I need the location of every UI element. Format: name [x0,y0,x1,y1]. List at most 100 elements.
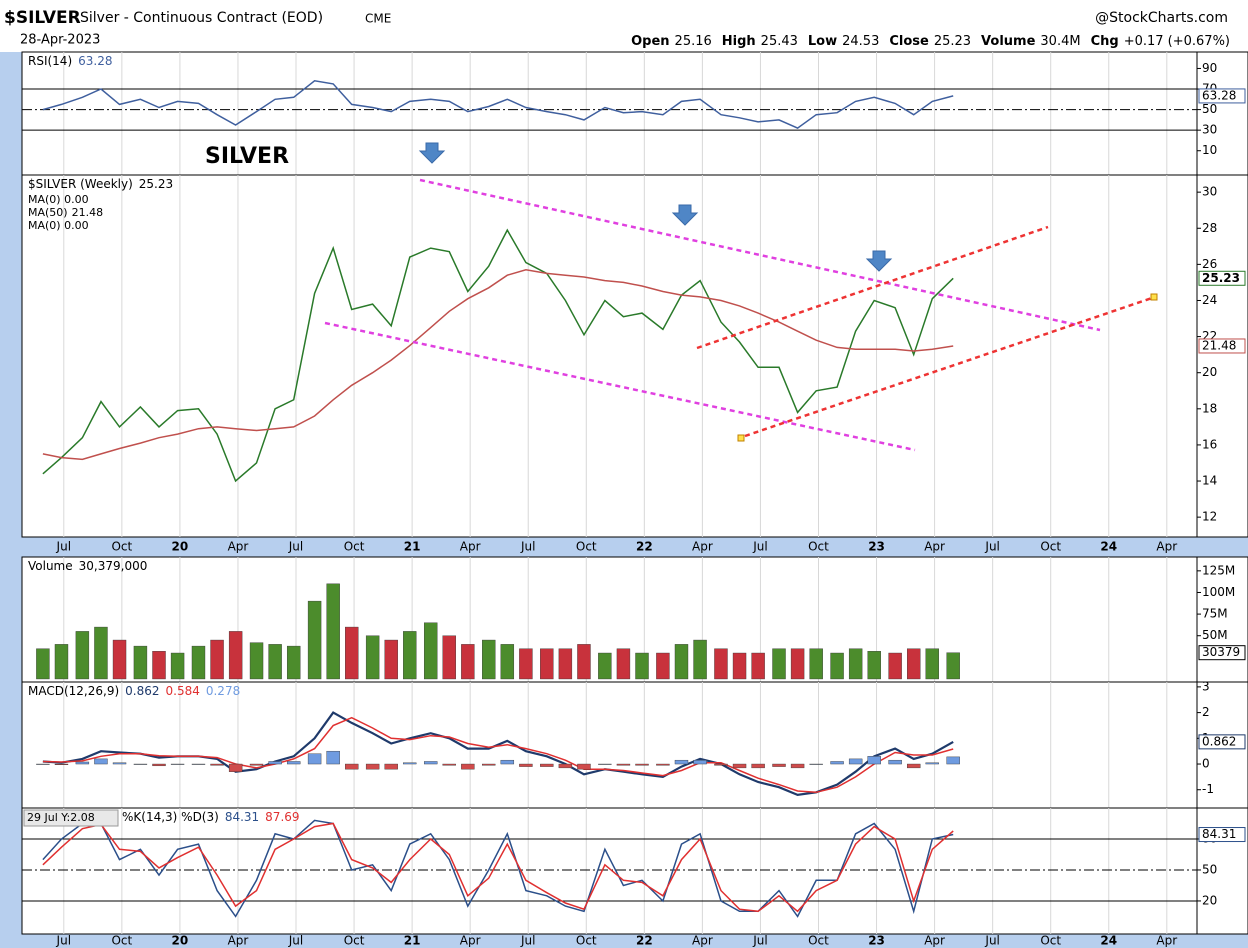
quote-value: 25.23 [934,34,971,49]
x-tick-label: Oct [1040,540,1061,554]
x-tick-label: Oct [344,934,365,948]
y-tick-label: 18 [1202,401,1217,415]
trend-line [419,178,1101,332]
y-tick-label: 3 [1202,679,1210,693]
bar [94,758,108,765]
series-line [42,716,954,794]
bar [809,648,823,680]
bar [848,758,863,765]
bar [442,763,456,766]
bar [210,763,224,766]
bar [946,756,960,765]
legend-value: 87.69 [265,810,299,824]
price-marker-label: 30379 [1202,645,1240,659]
bar [790,648,805,680]
bar [75,631,90,680]
panel [21,807,1198,935]
legend-value: 25.23 [139,177,173,191]
bar [732,652,747,680]
y-tick-label: 24 [1202,293,1217,307]
price-marker-label: 21.48 [1202,338,1236,352]
axis-area [1196,174,1248,538]
trend-line [696,225,1049,350]
legend-title: $SILVER (Weekly) [28,177,133,191]
bar [170,652,185,680]
quote-label: Volume [981,34,1036,49]
legend-value: 0.278 [206,684,240,698]
bar [384,763,398,770]
legend-value: 63.28 [78,54,112,68]
bar [268,761,282,765]
bar [152,763,166,767]
panel [21,681,1198,809]
bar [268,644,282,680]
y-tick-label: 100M [1202,585,1235,599]
tooltip-bg [23,809,119,827]
bar [656,652,670,680]
y-tick-label: 20 [1202,893,1217,907]
panel [21,174,1198,538]
symbol: $SILVER [4,8,81,28]
bar [94,626,108,680]
x-tick-label: Apr [1156,540,1177,554]
bar [36,648,50,680]
bar [461,644,475,680]
bar [286,761,301,765]
quote-label: Open [631,34,669,49]
x-tick-label: Oct [111,540,132,554]
y-tick-label: -1 [1202,782,1214,796]
bar [714,648,728,680]
bar [867,756,881,765]
instrument-name: Silver - Continuous Contract (EOD) [80,10,323,26]
price-marker [1198,645,1246,661]
bar [384,639,398,680]
bar [191,645,206,680]
trend-line [1150,293,1158,301]
bar [616,648,631,680]
bar [170,763,185,765]
bar [674,644,689,680]
panel-legend: %K(14,3) %D(3) 84.31 87.69 [122,810,300,824]
series-line [42,80,954,129]
tooltip: 29 Jul Y:2.08 [27,811,95,824]
x-tick-label: Apr [692,934,713,948]
price-marker-label: 0.862 [1202,734,1236,748]
x-tick-label: Jul [56,540,71,554]
x-tick-label: Oct [1040,934,1061,948]
bar [906,648,921,680]
bar [249,763,264,766]
bar [925,648,939,680]
y-tick-label: 16 [1202,437,1217,451]
bar [326,583,340,680]
legend-entry: MA(50) 21.48 [28,206,103,219]
y-tick-label: 10 [1202,143,1217,157]
legend-value: 0.584 [166,684,200,698]
bar [191,763,206,765]
bar [228,631,243,680]
bar [36,763,50,765]
bar [751,763,765,769]
legend-title: Volume [28,559,73,573]
x-tick-label: 24 [1100,540,1117,554]
bar [307,600,322,680]
x-tick-label: 23 [868,540,885,554]
x-tick-label: Jul [56,934,71,948]
axis-area [1196,51,1248,176]
series-line [42,822,954,913]
price-marker [1198,827,1246,843]
y-tick-label: 125M [1202,563,1235,577]
legend-value: 0.862 [125,684,159,698]
panel [21,51,1198,176]
brand: @StockCharts.com [1095,10,1228,26]
price-marker-label: 63.28 [1202,88,1236,102]
axis-area [1196,556,1248,683]
x-tick-label: Jul [520,540,535,554]
bar [656,763,670,766]
x-tick-label: Apr [460,934,481,948]
x-tick-label: 22 [636,540,653,554]
bar [345,763,359,770]
y-tick-label: 30 [1202,123,1217,137]
arrow [865,250,893,272]
y-tick-label: 90 [1202,61,1217,75]
quote-label: Low [808,34,837,49]
